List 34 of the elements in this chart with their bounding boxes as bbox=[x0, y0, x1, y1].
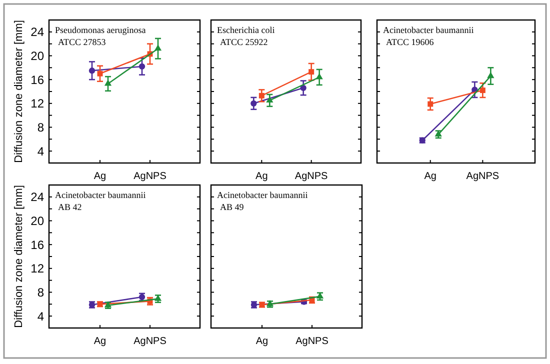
y-tick-label: 24 bbox=[30, 25, 44, 40]
text: ATCC 27853 bbox=[58, 37, 106, 47]
x-tick-label: AgNPS bbox=[134, 336, 167, 347]
y-tick-label: 8 bbox=[37, 120, 44, 134]
x-tick-label: Ag bbox=[94, 336, 106, 347]
x-tick-label: AgNPS bbox=[134, 171, 167, 182]
x-tick-label: Ag bbox=[256, 171, 268, 182]
x-tick-label: AgNPS bbox=[294, 171, 328, 182]
x-tick-label: Ag bbox=[424, 171, 436, 182]
y-axis-title: Diffusion zone diameter [mm] bbox=[13, 185, 25, 328]
text: Acinetobacter baumannii bbox=[55, 190, 146, 200]
y-axis-title: Diffusion zone diameter [mm] bbox=[13, 20, 25, 163]
text: AB 42 bbox=[58, 202, 82, 212]
text: Acinetobacter baumannii bbox=[217, 190, 308, 200]
text: ATCC 19606 bbox=[386, 37, 434, 47]
text: Escherichia coli bbox=[217, 25, 276, 35]
y-tick-label: 24 bbox=[30, 190, 44, 204]
text: Acinetobacter baumannii bbox=[383, 25, 474, 35]
y-tick-label: 12 bbox=[30, 262, 44, 276]
x-tick-label: AgNPS bbox=[296, 336, 329, 347]
text: Pseudomonas aeruginosa bbox=[55, 25, 146, 35]
y-tick-label: 4 bbox=[37, 309, 44, 324]
y-tick-label: 16 bbox=[30, 238, 44, 252]
y-tick-label: 20 bbox=[30, 48, 44, 63]
y-tick-label: 4 bbox=[37, 144, 44, 158]
x-tick-label: Ag bbox=[94, 171, 106, 182]
text: ATCC 25922 bbox=[220, 37, 268, 47]
x-tick-label: Ag bbox=[256, 336, 268, 347]
y-tick-label: 12 bbox=[30, 96, 44, 111]
text: AB 49 bbox=[220, 202, 244, 212]
x-tick-label: AgNPS bbox=[466, 171, 500, 182]
y-tick-label: 8 bbox=[37, 285, 44, 300]
y-tick-label: 20 bbox=[30, 214, 44, 228]
y-tick-label: 16 bbox=[30, 72, 44, 87]
